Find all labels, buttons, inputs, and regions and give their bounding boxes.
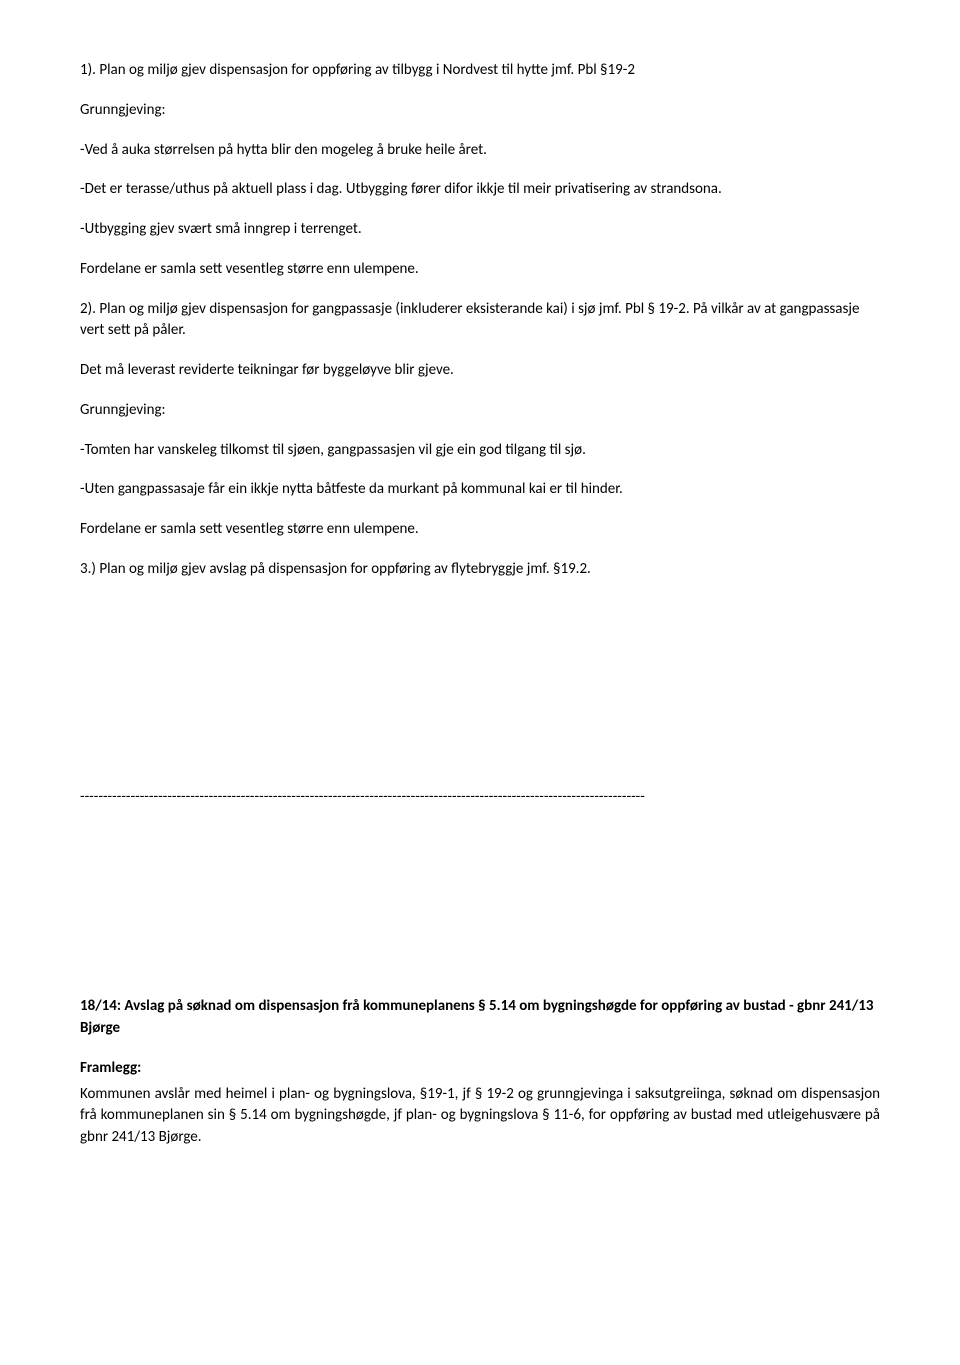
paragraph-1: 1). Plan og miljø gjev dispensasjon for … <box>80 60 880 82</box>
vertical-spacer <box>80 599 880 759</box>
paragraph-4: -Det er terasse/uthus på aktuell plass i… <box>80 179 880 201</box>
paragraph-7: 2). Plan og miljø gjev dispensasjon for … <box>80 299 880 343</box>
case-heading: 18/14: Avslag på søknad om dispensasjon … <box>80 996 880 1040</box>
paragraph-12: Fordelane er samla sett vesentleg større… <box>80 519 880 541</box>
paragraph-9: Grunngjeving: <box>80 400 880 422</box>
paragraph-8: Det må leverast reviderte teikningar før… <box>80 360 880 382</box>
paragraph-3: -Ved å auka størrelsen på hytta blir den… <box>80 140 880 162</box>
paragraph-10: -Tomten har vanskeleg tilkomst til sjøen… <box>80 440 880 462</box>
paragraph-13: 3.) Plan og miljø gjev avslag på dispens… <box>80 559 880 581</box>
paragraph-11: -Uten gangpassasaje får ein ikkje nytta … <box>80 479 880 501</box>
framlegg-body: Kommunen avslår med heimel i plan- og by… <box>80 1084 880 1149</box>
paragraph-5: -Utbygging gjev svært små inngrep i terr… <box>80 219 880 241</box>
divider-line: ----------------------------------------… <box>80 787 880 809</box>
vertical-spacer-2 <box>80 836 880 996</box>
paragraph-6: Fordelane er samla sett vesentleg større… <box>80 259 880 281</box>
paragraph-2: Grunngjeving: <box>80 100 880 122</box>
document-page: 1). Plan og miljø gjev dispensasjon for … <box>0 0 960 1227</box>
framlegg-label: Framlegg: <box>80 1058 880 1080</box>
